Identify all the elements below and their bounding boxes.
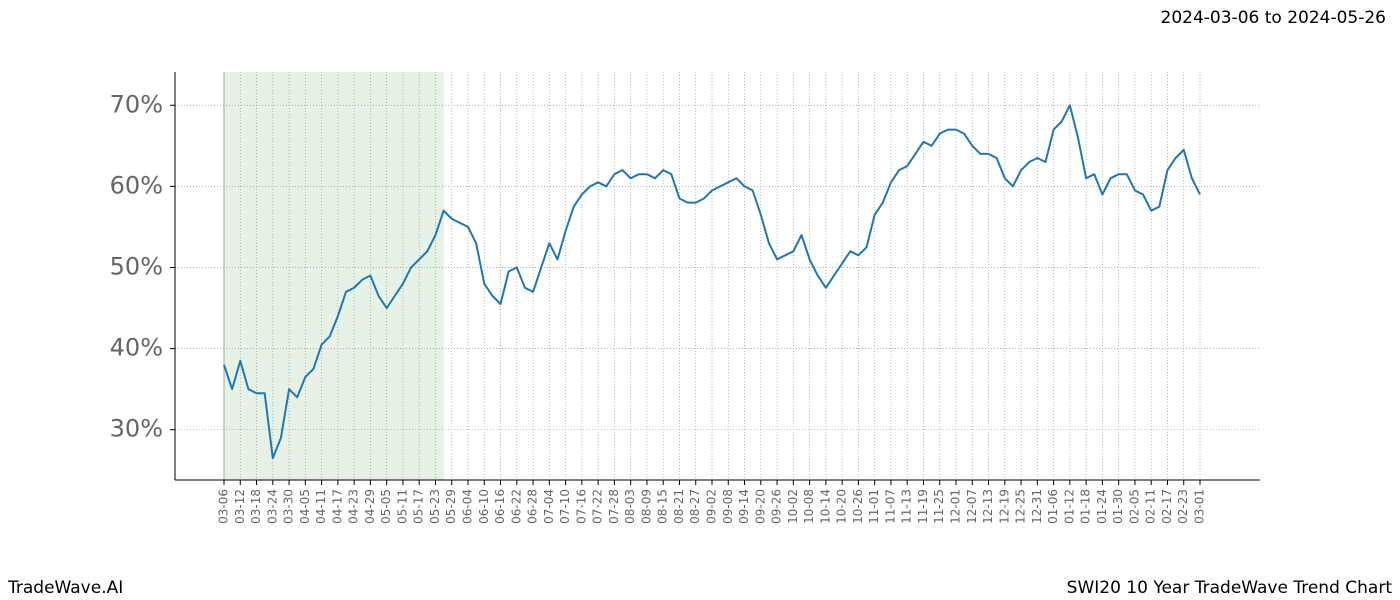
x-tick-label: 03-06 — [217, 489, 231, 524]
x-tick-label: 08-03 — [623, 489, 637, 524]
x-tick-label: 10-02 — [786, 489, 800, 524]
trend-line — [223, 104, 1201, 460]
x-tick-label: 01-30 — [1111, 489, 1125, 524]
x-tick-label: 06-16 — [493, 489, 507, 524]
x-tick-label: 09-08 — [721, 489, 735, 524]
x-tick-label: 09-02 — [705, 489, 719, 524]
x-tick-label: 11-13 — [900, 489, 914, 524]
brand: TradeWave.AI — [7, 578, 123, 598]
x-tick-label: 09-14 — [737, 489, 751, 524]
x-tick-label: 07-04 — [542, 489, 556, 524]
x-tick-label: 01-24 — [1095, 489, 1109, 524]
y-tick-label: 50% — [110, 252, 163, 280]
x-tick-label: 10-20 — [835, 489, 849, 524]
x-tick-label: 12-31 — [1030, 489, 1044, 524]
x-tick-label: 09-26 — [770, 489, 784, 524]
x-tick-label: 02-05 — [1127, 489, 1141, 524]
x-tick-label: 02-11 — [1144, 489, 1158, 524]
x-tick-label: 02-23 — [1176, 489, 1190, 524]
x-tick-label: 03-12 — [233, 489, 247, 524]
x-tick-label: 03-30 — [282, 489, 296, 524]
x-tick-label: 07-28 — [607, 489, 621, 524]
x-tick-label: 04-29 — [363, 489, 377, 524]
grid — [175, 72, 1260, 480]
x-tick-label: 06-22 — [509, 489, 523, 524]
y-tick-label: 40% — [110, 334, 163, 362]
x-tick-label: 10-26 — [851, 489, 865, 524]
x-tick-label: 07-22 — [591, 489, 605, 524]
x-tick-label: 03-18 — [249, 489, 263, 524]
x-tick-label: 04-17 — [330, 489, 344, 524]
chart-title: SWI20 10 Year TradeWave Trend Chart — [1067, 578, 1393, 598]
x-tick-label: 11-01 — [867, 489, 881, 524]
x-tick-label: 10-08 — [802, 489, 816, 524]
plot — [223, 104, 1201, 460]
x-tick-label: 01-18 — [1079, 489, 1093, 524]
date-range: 2024-03-06 to 2024-05-26 — [1161, 8, 1386, 28]
x-tick-label: 04-05 — [298, 489, 312, 524]
x-tick-label: 07-16 — [574, 489, 588, 524]
x-tick-label: 11-25 — [932, 489, 946, 524]
x-tick-label: 04-23 — [347, 489, 361, 524]
x-tick-label: 12-19 — [997, 489, 1011, 524]
x-tick-label: 06-28 — [526, 489, 540, 524]
y-tick-label: 30% — [110, 415, 163, 443]
y-tick-label: 70% — [110, 90, 163, 118]
x-tick-label: 05-23 — [428, 489, 442, 524]
x-tick-label: 11-07 — [883, 489, 897, 524]
x-tick-label: 12-01 — [949, 489, 963, 524]
x-tick-label: 08-09 — [639, 489, 653, 524]
x-tick-label: 02-17 — [1160, 489, 1174, 524]
x-tick-label: 11-19 — [916, 489, 930, 524]
x-tick-label: 12-07 — [965, 489, 979, 524]
x-tick-label: 09-20 — [753, 489, 767, 524]
x-tick-label: 04-11 — [314, 489, 328, 524]
x-tick-label: 05-11 — [395, 489, 409, 524]
x-tick-label: 03-01 — [1193, 489, 1207, 524]
y-tick-label: 60% — [110, 171, 163, 199]
x-tick-label: 08-27 — [688, 489, 702, 524]
x-tick-label: 12-25 — [1014, 489, 1028, 524]
x-tick-label: 05-05 — [379, 489, 393, 524]
x-tick-label: 12-13 — [981, 489, 995, 524]
x-tick-label: 05-29 — [444, 489, 458, 524]
x-tick-label: 10-14 — [818, 489, 832, 524]
x-tick-label: 06-04 — [461, 489, 475, 524]
x-tick-label: 07-10 — [558, 489, 572, 524]
x-tick-label: 08-21 — [672, 489, 686, 524]
x-tick-label: 06-10 — [477, 489, 491, 524]
x-tick-label: 03-24 — [265, 489, 279, 524]
x-tick-label: 01-12 — [1062, 489, 1076, 524]
x-tick-label: 01-06 — [1046, 489, 1060, 524]
x-tick-label: 05-17 — [412, 489, 426, 524]
x-tick-label: 08-15 — [656, 489, 670, 524]
highlight-region — [224, 72, 444, 480]
